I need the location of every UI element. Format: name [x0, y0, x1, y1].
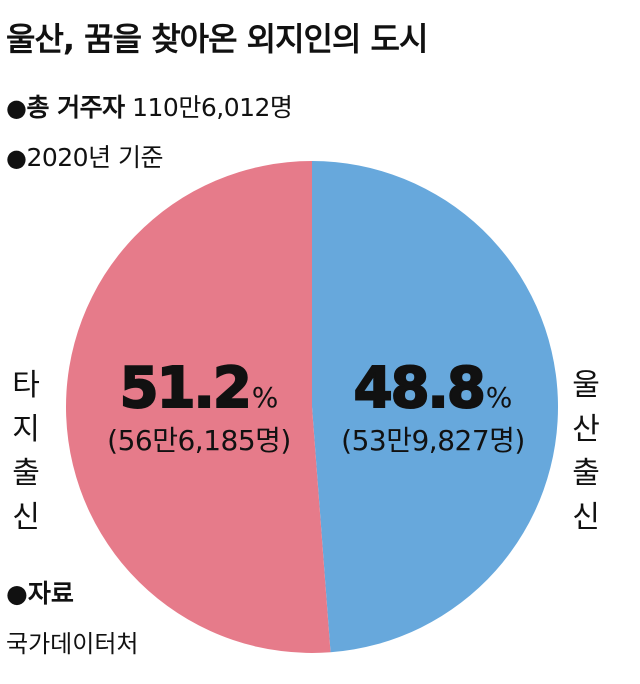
slice-label-line: 타지	[12, 368, 40, 447]
total-residents-value: 110만6,012명	[132, 93, 293, 122]
basis-line: ●2020년 기준	[6, 138, 164, 174]
count-value: (56만6,185명)	[107, 424, 291, 457]
total-residents-line: ●총 거주자 110만6,012명	[6, 88, 293, 124]
slice-label-line: 출신	[572, 456, 600, 535]
bullet-icon: ●	[6, 94, 27, 122]
source-label: 자료	[27, 579, 74, 608]
pie-slice-other-origin	[66, 161, 331, 653]
bullet-icon: ●	[6, 144, 27, 172]
count-value: (53만9,827명)	[341, 424, 525, 457]
percent-unit: %	[485, 381, 513, 414]
percent-value: 48.8	[353, 355, 487, 422]
data-label-other-origin: 51.2% (56만6,185명)	[84, 355, 314, 459]
slice-label-other-origin: 타지 출신	[6, 364, 46, 540]
percent-unit: %	[251, 381, 279, 414]
pie-slice-ulsan-origin	[312, 161, 559, 653]
slice-label-line: 울산	[572, 368, 600, 447]
source-name: 국가데이터처	[6, 630, 139, 658]
slice-label-ulsan-origin: 울산 출신	[566, 364, 606, 540]
total-residents-label: 총 거주자	[26, 93, 125, 122]
percent-value: 51.2	[119, 355, 253, 422]
data-label-ulsan-origin: 48.8% (53만9,827명)	[318, 355, 548, 459]
basis-text: 2020년 기준	[26, 143, 164, 172]
bullet-icon: ●	[6, 579, 28, 608]
slice-label-line: 출신	[12, 456, 40, 535]
chart-title: 울산, 꿈을 찾아온 외지인의 도시	[6, 20, 428, 58]
source-heading: ●자료	[6, 574, 74, 610]
